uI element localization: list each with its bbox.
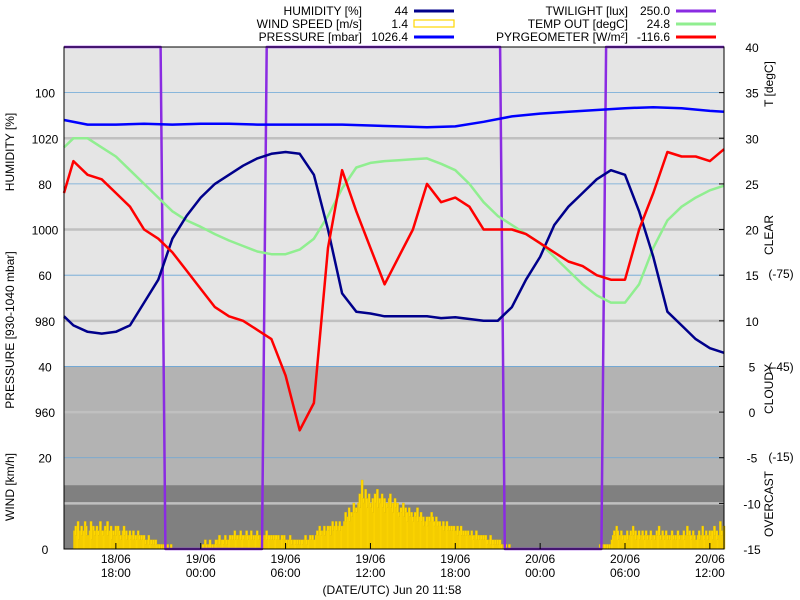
legend-label: TWILIGHT [lux]	[546, 4, 628, 18]
series-line	[62, 148, 725, 432]
legend-value: 24.8	[647, 17, 671, 31]
legend-label: PRESSURE [mbar]	[259, 30, 362, 44]
right-tick-label: 25	[745, 178, 759, 192]
legend-label: PYRGEOMETER [W/m²]	[496, 30, 628, 44]
wind-bar	[499, 544, 503, 550]
humidity-tick-label: 100	[35, 87, 55, 101]
right-axis-label: T [degC]	[762, 61, 776, 107]
legend-label: HUMIDITY [%]	[284, 4, 362, 18]
pressure-tick-label: 1020	[32, 132, 59, 146]
series-line	[63, 105, 725, 129]
wind-bar	[160, 544, 163, 550]
wind-bar	[208, 539, 212, 550]
sky-tick-label: (-45)	[768, 360, 793, 374]
legend: HUMIDITY [%] 44 WIND SPEED [m/s] 1.4 PRESSUR…	[257, 4, 716, 44]
legend-value: 250.0	[640, 4, 670, 18]
x-tick-date: 20/06	[525, 552, 555, 566]
right-tick-label: 10	[745, 315, 759, 329]
x-tick-date: 19/06	[355, 552, 385, 566]
x-tick-date: 19/06	[186, 552, 216, 566]
legend-value: 1.4	[391, 17, 408, 31]
x-tick-date: 18/06	[101, 552, 131, 566]
gridlines	[64, 92, 724, 505]
left-axis-label: WIND [km/h]	[3, 453, 17, 521]
right-tick-label: 20	[745, 224, 759, 238]
legend-value: 44	[395, 4, 409, 18]
wind-tick-label: 20	[38, 452, 52, 466]
sky-condition-bands	[64, 47, 724, 549]
wind-bar	[158, 544, 161, 550]
x-tick-date: 20/06	[610, 552, 640, 566]
x-tick-time: 06:00	[271, 566, 301, 580]
wind-bar	[608, 544, 611, 550]
right-tick-label: -5	[747, 452, 758, 466]
humidity-tick-label: 80	[38, 178, 52, 192]
right-tick-label: -10	[743, 497, 761, 511]
x-tick-time: 00:00	[186, 566, 216, 580]
x-tick-date: 19/06	[271, 552, 301, 566]
x-tick-time: 18:00	[440, 566, 470, 580]
legend-label: TEMP OUT [degC]	[528, 17, 628, 31]
cloudy-band	[64, 366, 724, 486]
right-tick-label: 0	[749, 406, 756, 420]
x-tick-time: 00:00	[525, 566, 555, 580]
legend-value: 1026.4	[371, 30, 408, 44]
x-tick-time: 18:00	[101, 566, 131, 580]
right-tick-label: -15	[743, 543, 761, 557]
right-tick-label: 35	[745, 87, 759, 101]
sky-label: OVERCAST	[762, 470, 776, 537]
x-tick-time: 12:00	[695, 566, 725, 580]
axes: 40 35 30 25 20 15 10 5 0 -5 -10 -15 T [degC] CLEAR CLO…	[3, 41, 794, 580]
pressure-tick-label: 960	[35, 406, 55, 420]
left-axis-label: HUMIDITY [%]	[3, 113, 17, 191]
humidity-tick-label: 40	[38, 360, 52, 374]
humidity-tick-label: 60	[38, 269, 52, 283]
sky-label: CLEAR	[762, 215, 776, 255]
x-tick-time: 06:00	[610, 566, 640, 580]
wind-bar	[605, 544, 609, 550]
pressure-tick-label: 980	[35, 315, 55, 329]
sky-tick-label: (-75)	[768, 267, 793, 281]
legend-value: -116.6	[637, 30, 670, 44]
plot-frame	[63, 46, 725, 550]
x-tick-date: 20/06	[695, 552, 725, 566]
right-tick-label: 15	[745, 269, 759, 283]
right-tick-label: 5	[749, 360, 756, 374]
right-tick-label: 40	[745, 41, 759, 55]
wind-tick-label: 0	[42, 543, 49, 557]
right-tick-label: 30	[745, 132, 759, 146]
pressure-tick-label: 1000	[32, 224, 59, 238]
series-line	[63, 137, 725, 304]
series-line	[63, 150, 725, 354]
clear-band	[64, 47, 724, 367]
x-tick-time: 12:00	[355, 566, 385, 580]
left-axis-label: PRESSURE [930-1040 mbar]	[3, 251, 17, 408]
legend-label: WIND SPEED [m/s]	[257, 17, 362, 31]
sky-label: CLOUDY	[762, 364, 776, 414]
legend-swatch	[413, 19, 455, 28]
wind-bar	[603, 544, 607, 550]
sky-tick-label: (-15)	[768, 450, 793, 464]
x-axis-label: (DATE/UTC) Jun 20 11:58	[323, 583, 462, 597]
x-tick-date: 19/06	[440, 552, 470, 566]
